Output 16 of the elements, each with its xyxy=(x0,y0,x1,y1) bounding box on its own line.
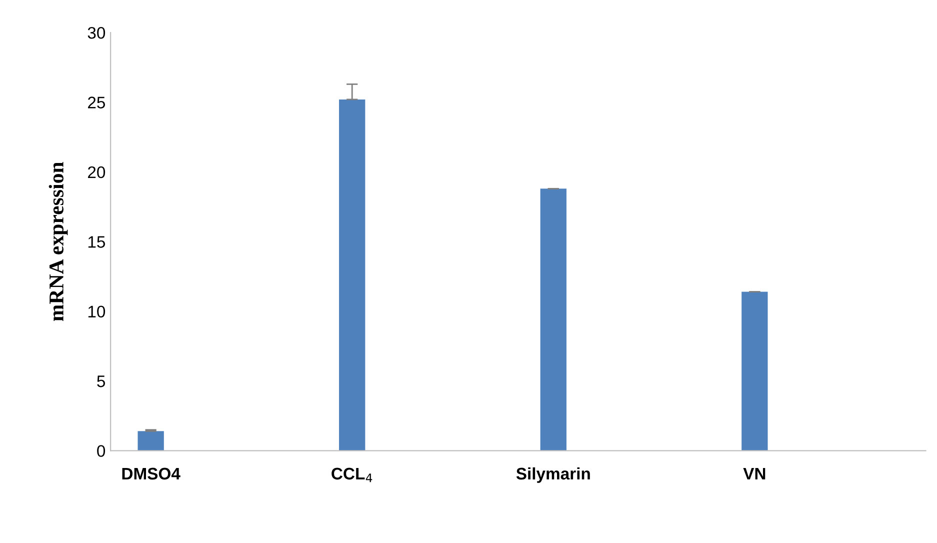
bar xyxy=(339,99,366,451)
bar xyxy=(138,431,164,451)
bar xyxy=(540,188,566,451)
x-tick-label: VN xyxy=(743,468,766,480)
y-axis-title: mRNA expression xyxy=(48,162,68,322)
y-tick-label: 10 xyxy=(88,306,106,318)
y-tick-label: 5 xyxy=(97,376,106,388)
y-tick-label: 15 xyxy=(88,236,106,248)
y-tick-label: 20 xyxy=(88,166,106,178)
y-tick-label: 0 xyxy=(97,445,106,457)
x-tick-label: DMSO4 xyxy=(122,468,180,480)
y-tick-label: 30 xyxy=(88,26,106,39)
x-tick-label: CCL$_{4}$ xyxy=(332,468,372,482)
y-tick-label: 25 xyxy=(88,96,106,108)
x-tick-label: Silymarin xyxy=(516,467,590,483)
bar xyxy=(742,292,768,451)
